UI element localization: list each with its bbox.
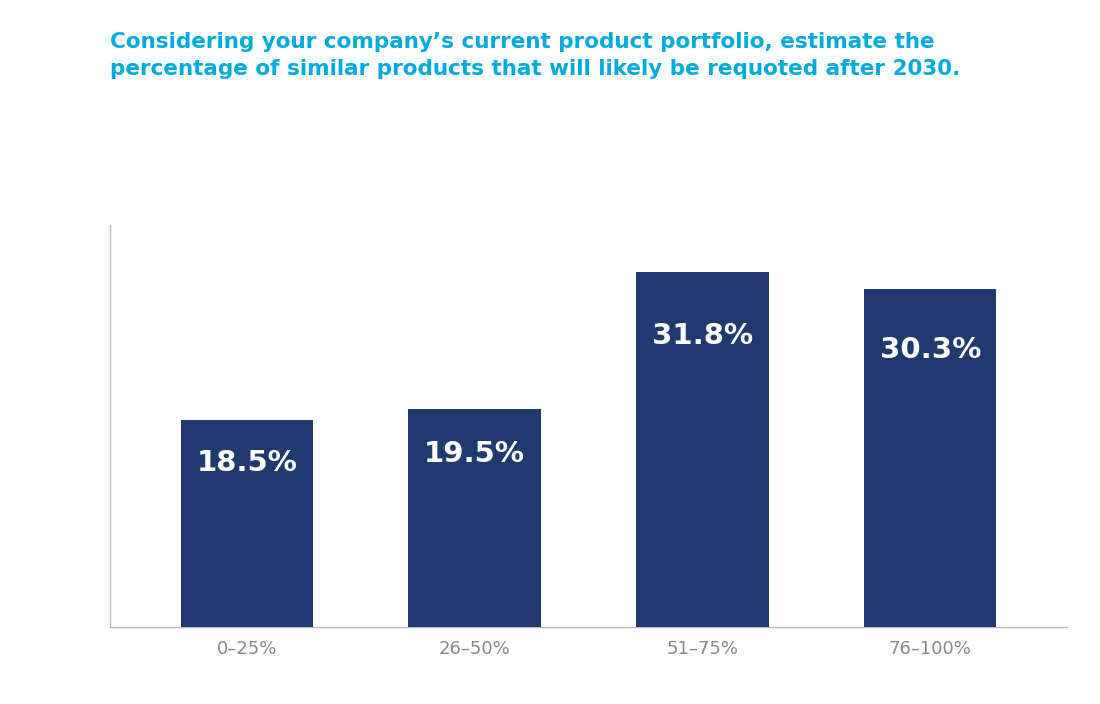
Bar bbox=[865, 289, 997, 627]
Bar bbox=[408, 409, 541, 627]
Bar bbox=[636, 272, 769, 627]
Bar bbox=[180, 420, 312, 627]
Text: 30.3%: 30.3% bbox=[880, 336, 981, 364]
Text: Considering your company’s current product portfolio, estimate the
percentage of: Considering your company’s current produ… bbox=[110, 32, 960, 79]
Text: 18.5%: 18.5% bbox=[196, 449, 297, 477]
Text: 19.5%: 19.5% bbox=[425, 439, 525, 467]
Text: 31.8%: 31.8% bbox=[652, 322, 754, 350]
